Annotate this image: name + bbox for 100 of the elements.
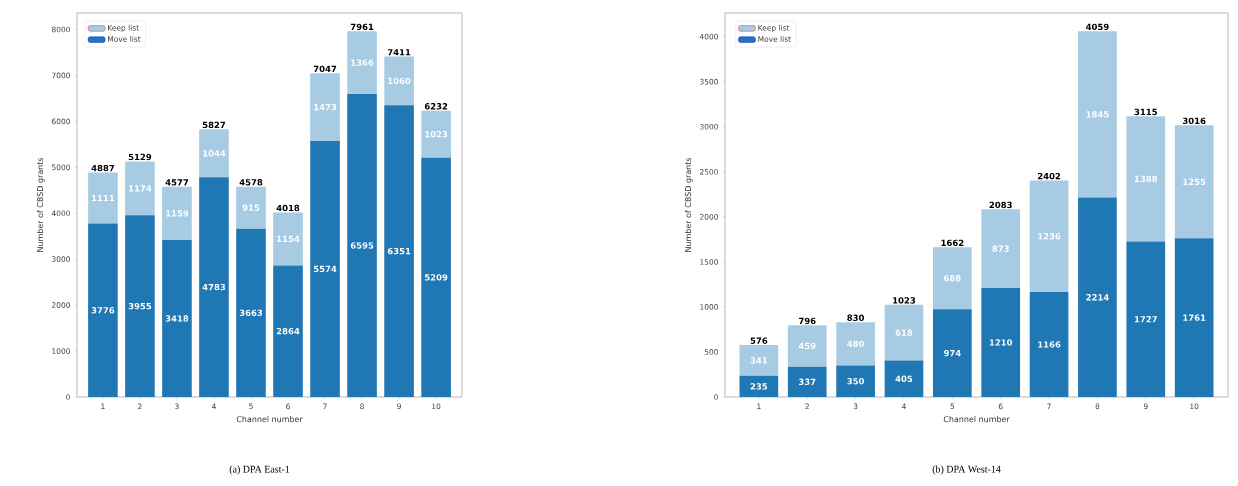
data-label: 1174 — [129, 185, 152, 192]
data-label: 1159 — [166, 210, 189, 217]
total-label: 5827 — [202, 121, 226, 129]
total-label: 6232 — [424, 103, 448, 110]
bar — [1029, 180, 1069, 292]
total-label: 4578 — [239, 179, 263, 186]
data-label: 5209 — [424, 274, 448, 281]
bar — [162, 186, 192, 240]
bar — [310, 140, 340, 397]
bar — [932, 247, 972, 310]
data-label: 873 — [992, 245, 1009, 252]
bar — [421, 157, 451, 397]
bar — [1029, 291, 1069, 397]
bar — [88, 172, 118, 224]
data-label: 235 — [750, 383, 768, 390]
data-label: 1111 — [92, 194, 115, 202]
bar — [347, 31, 377, 95]
bar — [384, 105, 414, 397]
bar — [836, 322, 875, 366]
data-label: 1166 — [1038, 341, 1061, 348]
bar — [1126, 241, 1166, 397]
data-label: 1044 — [203, 150, 226, 157]
bar — [981, 287, 1021, 397]
bar — [199, 129, 229, 178]
total-label: 3016 — [1182, 117, 1206, 125]
data-label: 3955 — [128, 302, 152, 310]
bar — [884, 304, 924, 361]
data-label: 1236 — [1038, 233, 1061, 240]
text: (a) DPA East-1 — [229, 465, 290, 475]
bar — [199, 177, 229, 397]
total-label: 1023 — [893, 297, 916, 304]
data-label: 1210 — [989, 339, 1013, 346]
bar — [836, 365, 875, 397]
data-label: 1473 — [314, 103, 337, 111]
bar — [88, 223, 118, 397]
bar — [236, 186, 266, 229]
data-label: 1845 — [1086, 111, 1109, 118]
data-label: 6351 — [387, 247, 411, 255]
bar — [1174, 125, 1214, 239]
data-label: 480 — [847, 340, 865, 348]
total-label: 5129 — [128, 153, 152, 161]
bar — [884, 360, 924, 397]
data-label: 1060 — [388, 77, 411, 85]
bar — [787, 325, 827, 367]
data-label: 337 — [798, 378, 816, 386]
bar — [739, 375, 779, 397]
data-label: 3418 — [165, 315, 189, 322]
bar — [932, 309, 972, 397]
bar — [1126, 116, 1166, 242]
bar — [421, 110, 451, 158]
bar — [162, 239, 192, 397]
data-label: 974 — [943, 349, 961, 357]
total-label: 796 — [798, 317, 816, 325]
bar — [273, 212, 303, 266]
data-label: 4783 — [202, 283, 226, 291]
data-label: 1023 — [425, 131, 448, 138]
bar — [125, 161, 155, 216]
data-label: 341 — [750, 357, 768, 364]
total-label: 830 — [847, 314, 865, 322]
bar — [739, 345, 779, 376]
data-label: 618 — [895, 329, 913, 336]
data-label: 2214 — [1086, 294, 1109, 301]
data-label: 459 — [798, 342, 816, 350]
data-label: 1761 — [1183, 314, 1206, 321]
data-label: 6595 — [350, 242, 374, 249]
total-label: 2083 — [989, 201, 1012, 209]
data-label: 1388 — [1134, 175, 1158, 183]
total-label: 4059 — [1086, 23, 1109, 31]
total-label: 7411 — [387, 49, 411, 56]
total-label: 1662 — [941, 239, 964, 247]
bar — [384, 56, 414, 106]
bar — [273, 265, 303, 397]
total-label: 3115 — [1134, 108, 1157, 116]
data-label: 1727 — [1134, 316, 1157, 323]
bar — [310, 73, 340, 141]
bar — [1078, 197, 1117, 397]
data-label: 1366 — [351, 59, 374, 66]
data-label: 5574 — [313, 265, 337, 273]
total-label: 576 — [750, 337, 768, 344]
bar — [347, 94, 377, 397]
bar — [981, 209, 1021, 288]
data-label: 350 — [847, 378, 865, 385]
total-label: 2402 — [1037, 172, 1061, 180]
bar — [787, 366, 827, 397]
data-label: 915 — [242, 204, 260, 211]
data-label: 2864 — [276, 328, 300, 335]
data-label: 1154 — [277, 235, 300, 243]
bar — [236, 228, 266, 397]
bar — [1174, 238, 1214, 397]
total-label: 4018 — [276, 204, 300, 212]
bar — [125, 215, 155, 397]
total-label: 7961 — [350, 23, 374, 31]
text: (b) DPA West-14 — [932, 465, 1001, 475]
total-label: 4577 — [165, 179, 189, 186]
bar — [1078, 31, 1117, 198]
data-label: 3663 — [239, 309, 263, 317]
data-label: 688 — [944, 275, 961, 282]
data-label: 3776 — [91, 307, 115, 314]
data-label: 1255 — [1183, 178, 1206, 186]
data-label: 405 — [895, 375, 913, 382]
